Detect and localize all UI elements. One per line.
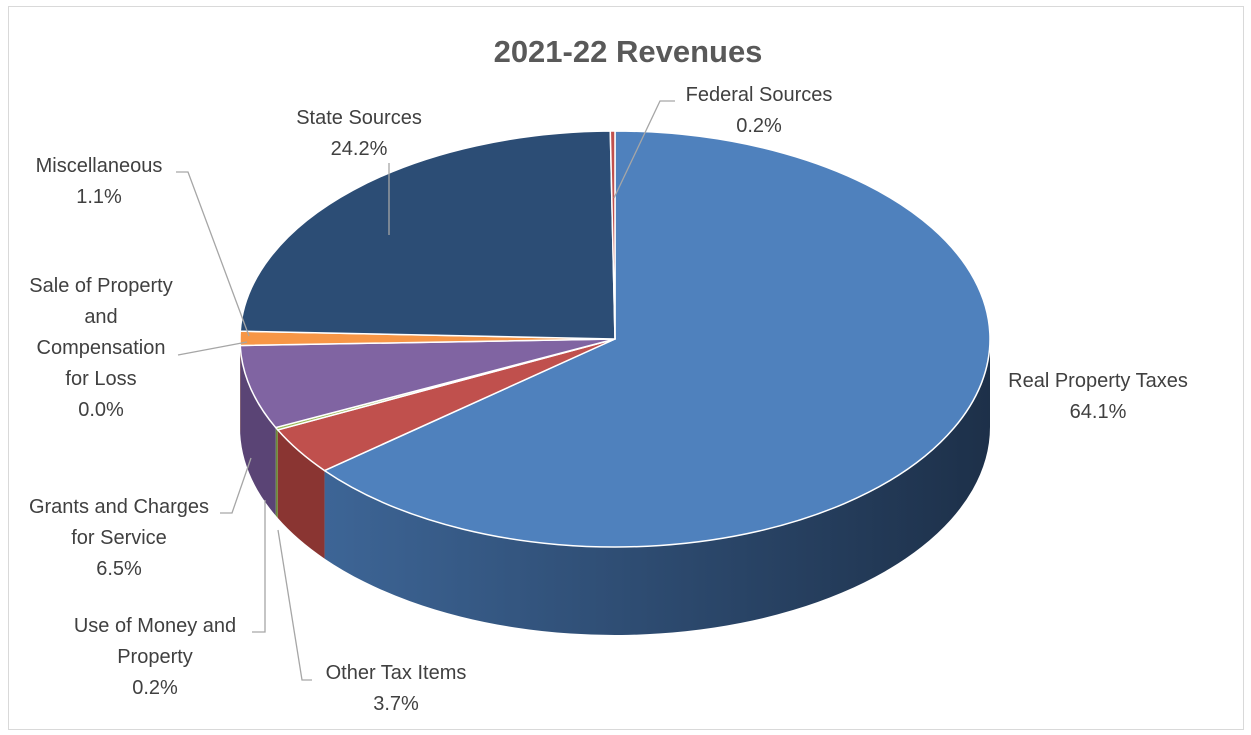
leader-line [220,457,252,514]
label-other-tax-items: Other Tax Items 3.7% [277,529,467,715]
slice-label-text: Sale of Property [29,275,172,297]
slice-label-text: Use of Money and [74,615,236,637]
slice-label-text: Compensation [37,337,166,359]
slice-side-grants-and-charges-for-service [240,345,276,516]
slice-label-text: Grants and Charges [29,496,209,518]
label-miscellaneous: Miscellaneous 1.1% [36,155,250,337]
leader-line [277,529,312,681]
slice-percent: 0.2% [736,115,782,137]
slice-side-real-property-taxes [324,339,990,635]
slice-label-text: Real Property Taxes [1008,370,1188,392]
slice-federal-sources [609,130,616,340]
slice-label-text: Miscellaneous [36,155,163,177]
label-federal-sources: Federal Sources 0.2% [613,84,833,199]
slice-percent: 24.2% [331,138,388,160]
slice-label-text: and [84,306,117,328]
leader-line [176,171,250,337]
slice-percent: 64.1% [1070,401,1127,423]
leader-line [252,500,266,633]
slice-label-text: Federal Sources [686,84,833,106]
slice-real-property-taxes [323,130,991,548]
slice-label-text: for Loss [65,368,136,390]
label-use-of-money-and-property: Use of Money and Property 0.2% [74,500,266,699]
chart-title: 2021-22 Revenues [494,34,763,69]
slice-percent: 6.5% [96,558,142,580]
slice-percent: 1.1% [76,186,122,208]
label-sale-of-property-and-compensation-for-loss: Sale of Property and Compensation for Loss 0… [29,275,248,421]
slice-label-text: Property [117,646,193,668]
slice-side-other-tax-items [277,429,325,559]
slice-label-text: for Service [71,527,167,549]
label-state-sources: State Sources 24.2% [296,107,422,235]
slice-percent: 3.7% [373,693,419,715]
slice-percent: 0.0% [78,399,124,421]
slice-grants-and-charges-for-service [239,338,616,429]
slice-label-text: Other Tax Items [326,662,467,684]
slice-side-use-of-money-and-property [275,427,278,518]
slice-state-sources [239,130,616,340]
label-real-property-taxes: Real Property Taxes 64.1% [1008,370,1188,423]
slice-label-text: State Sources [296,107,422,129]
leader-line [177,341,248,356]
leader-line [613,100,675,199]
label-grants-and-charges-for-service: Grants and Charges for Service 6.5% [29,457,252,580]
slice-percent: 0.2% [132,677,178,699]
